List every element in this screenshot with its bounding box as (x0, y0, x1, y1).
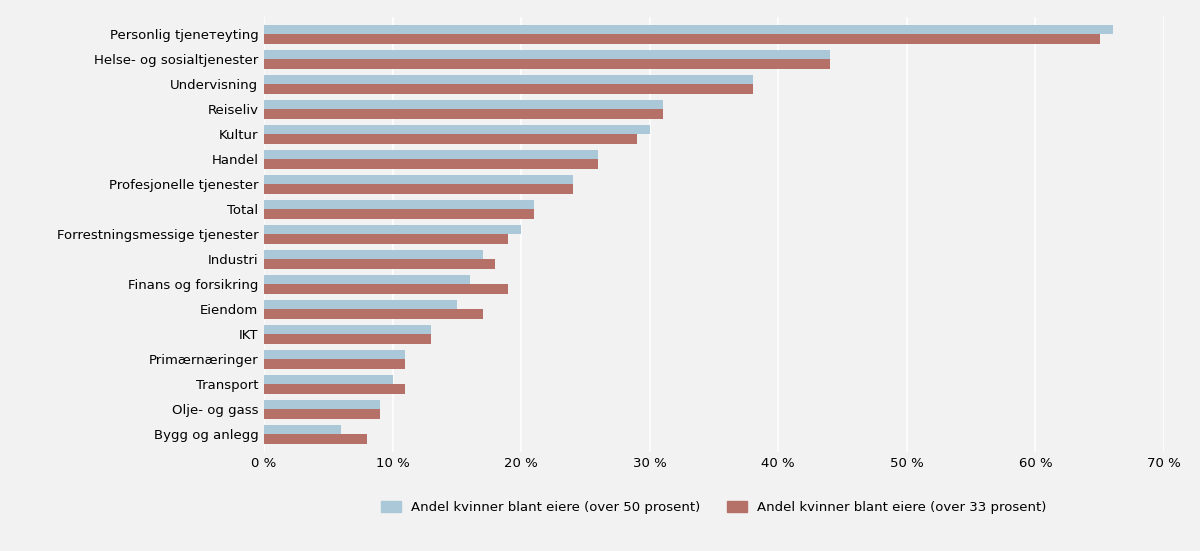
Bar (264, 59, 829, 68)
Bar (264, 199, 534, 209)
Bar (264, 125, 649, 134)
Bar (264, 109, 662, 118)
Bar (264, 409, 379, 419)
Bar (264, 225, 521, 234)
Bar (264, 175, 572, 184)
Bar (264, 334, 431, 344)
Bar (264, 100, 662, 109)
Bar (264, 250, 482, 259)
Bar (264, 25, 1112, 34)
Bar (264, 34, 1099, 44)
Bar (264, 384, 406, 394)
Bar (264, 150, 599, 159)
Bar (264, 50, 829, 59)
Bar (264, 275, 469, 284)
Legend: Andel kvinner blant eiere (over 50 prosent), Andel kvinner blant eiere (over 33 : Andel kvinner blant eiere (over 50 prose… (376, 495, 1052, 519)
Bar (264, 309, 482, 318)
Bar (264, 159, 599, 169)
Bar (264, 300, 457, 309)
Bar (264, 325, 431, 334)
Bar (264, 359, 406, 369)
Bar (264, 184, 572, 193)
Bar (264, 434, 367, 444)
Bar (264, 284, 509, 294)
Bar (264, 400, 379, 409)
Bar (264, 74, 752, 84)
Bar (264, 350, 406, 359)
Bar (264, 209, 534, 219)
Bar (264, 134, 637, 144)
Bar (264, 375, 392, 384)
Bar (264, 84, 752, 94)
Bar (264, 234, 509, 244)
Bar (264, 425, 341, 434)
Bar (264, 259, 496, 269)
